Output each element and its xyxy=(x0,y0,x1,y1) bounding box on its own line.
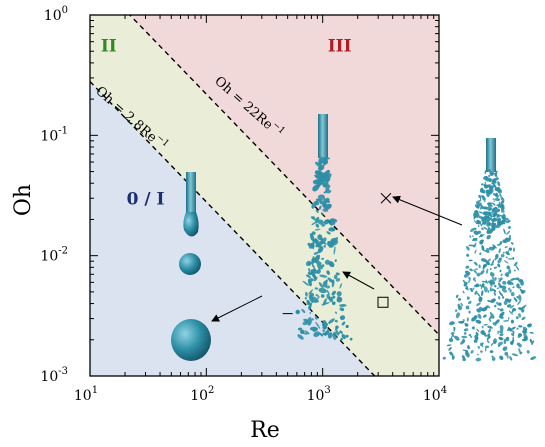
region-label-iii: III xyxy=(328,36,352,56)
plot-area xyxy=(90,15,439,376)
x-axis-label: Re xyxy=(250,418,280,443)
plot-frame xyxy=(89,14,440,377)
region-0-i xyxy=(90,81,439,376)
arrow-to-jet xyxy=(342,271,375,290)
x-tick-label: 103 xyxy=(307,385,331,404)
arrow-to-drops xyxy=(211,295,263,322)
atomized-spray-illustration xyxy=(442,138,537,362)
y-tick-label: 10-3 xyxy=(40,366,68,385)
breaking-jet-illustration xyxy=(295,114,353,341)
region-label-ii: II xyxy=(101,36,117,56)
boundary-line-2-8 xyxy=(90,81,376,376)
region-label-0-i: 0 / I xyxy=(127,189,165,209)
dripping-drops-illustration xyxy=(171,172,211,361)
y-tick-label: 10-1 xyxy=(40,125,68,144)
x-tick-label: 104 xyxy=(423,385,447,404)
x-tick-labels: 101 102 103 104 xyxy=(74,385,447,404)
marker-cross xyxy=(380,192,392,204)
x-tick-label: 101 xyxy=(74,385,98,404)
y-tick-label: 100 xyxy=(44,5,68,24)
x-axis-ticks xyxy=(89,15,435,376)
y-tick-label: 10-2 xyxy=(40,246,68,265)
boundary-line-22 xyxy=(128,15,439,336)
x-tick-label: 102 xyxy=(190,385,214,404)
arrow-to-spray xyxy=(392,195,463,226)
data-markers xyxy=(282,192,392,315)
y-axis-ticks xyxy=(90,20,439,377)
marker-square xyxy=(377,296,389,308)
region-ii xyxy=(90,15,439,376)
region-iii xyxy=(90,15,439,376)
y-axis-label: Oh xyxy=(11,184,36,216)
y-tick-labels: 10-3 10-2 10-1 100 xyxy=(40,5,68,385)
